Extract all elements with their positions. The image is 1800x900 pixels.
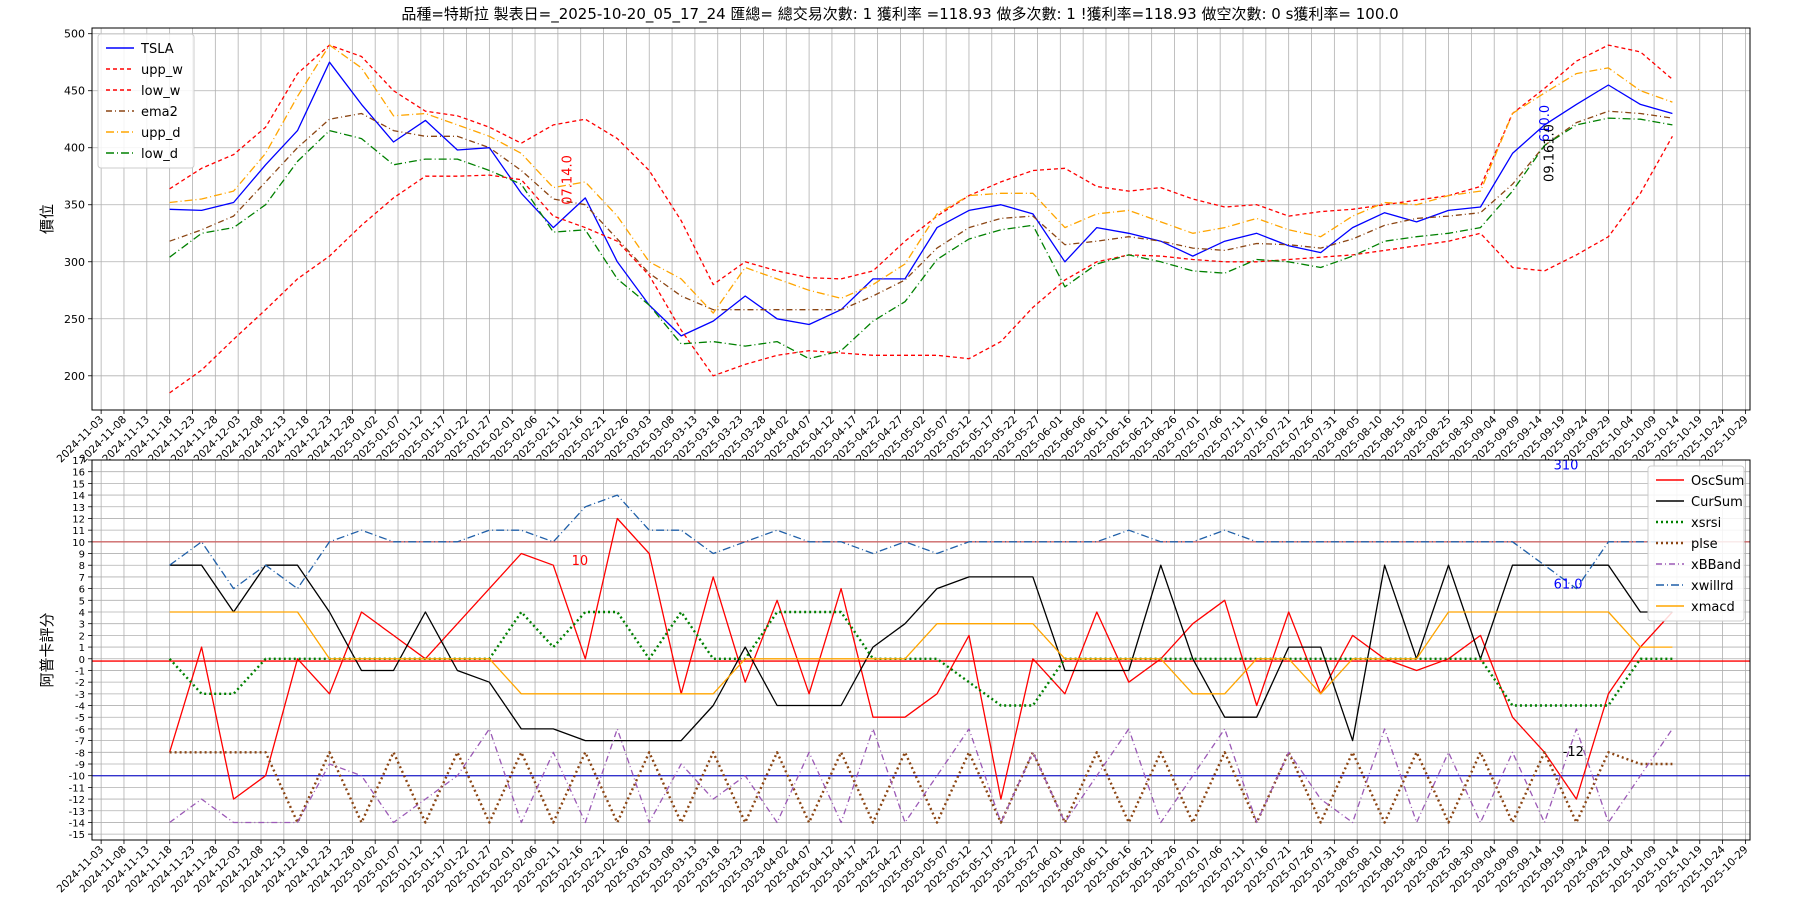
y-tick-label: 14 <box>72 491 85 502</box>
y-tick-label: -8 <box>75 748 85 759</box>
y-tick-label: -13 <box>69 807 85 818</box>
y-tick-label: -5 <box>75 713 85 724</box>
price-panel: 2002503003504004505002024-11-032024-11-0… <box>38 27 1751 465</box>
series-line-cursum <box>169 564 1673 742</box>
legend-label: upp_d <box>141 126 181 141</box>
y-tick-label: 16 <box>72 468 85 479</box>
y-tick-label: 12 <box>72 514 85 525</box>
annotation-label: 310 <box>1554 458 1579 473</box>
legend-label: low_d <box>141 147 178 162</box>
y-tick-label: -3 <box>75 690 85 701</box>
series-line-tsla <box>169 61 1673 337</box>
series-line-low-w <box>169 135 1673 394</box>
y-axis-label: 阿普卡評分 <box>38 612 56 687</box>
y-tick-label: -12 <box>69 795 85 806</box>
y-tick-label: -14 <box>69 818 85 829</box>
legend-label: xBBand <box>1691 558 1741 573</box>
y-tick-label: 10 <box>72 538 85 549</box>
annotation-label: 10 <box>572 554 589 569</box>
y-tick-label: 8 <box>79 561 85 572</box>
y-tick-label: 5 <box>79 596 85 607</box>
y-tick-label: 500 <box>64 28 85 41</box>
legend-label: OscSum <box>1691 474 1744 489</box>
y-tick-label: 9 <box>79 550 85 561</box>
legend-label: ema2 <box>141 105 178 120</box>
y-tick-label: -9 <box>75 760 85 771</box>
y-tick-label: 200 <box>64 370 85 383</box>
legend-label: xwillrd <box>1691 579 1734 594</box>
y-tick-label: 6 <box>79 585 85 596</box>
series-line-low-d <box>169 117 1673 360</box>
y-axis-label: 價位 <box>38 204 56 234</box>
y-tick-label: 15 <box>72 479 85 490</box>
y-tick-label: 11 <box>72 526 85 537</box>
annotation-label: 61.0 <box>1554 578 1583 593</box>
series-line-xmacd <box>169 611 1673 695</box>
annotation-label: -12 <box>1563 745 1584 760</box>
score-panel: -15-14-13-12-11-10-9-8-7-6-5-4-3-2-10123… <box>38 456 1751 895</box>
y-tick-label: -7 <box>75 737 85 748</box>
chart-title: 品種=特斯拉 製表日=_2025-10-20_05_17_24 匯總= 總交易次… <box>401 5 1398 24</box>
legend-label: xmacd <box>1691 600 1735 615</box>
plot-area <box>92 460 1750 840</box>
series-line-plse <box>169 751 1673 824</box>
y-tick-label: 3 <box>79 620 85 631</box>
legend-label: CurSum <box>1691 495 1743 510</box>
plot-area <box>92 28 1750 410</box>
legend: OscSum CurSum xsrsi plse xBBand xwillrd xmacd <box>1647 465 1745 622</box>
legend-label: low_w <box>141 84 181 99</box>
plot-frame <box>91 27 1751 411</box>
y-tick-label: 1 <box>79 643 85 654</box>
y-tick-label: -15 <box>69 830 85 841</box>
series-line-ema2 <box>169 110 1673 311</box>
series-line-upp-w <box>169 44 1673 286</box>
legend-box <box>1647 465 1745 622</box>
y-tick-label: 7 <box>79 573 85 584</box>
y-tick-label: -1 <box>75 666 85 677</box>
y-tick-label: -6 <box>75 725 85 736</box>
y-tick-label: 450 <box>64 85 85 98</box>
y-tick-label: 250 <box>64 313 85 326</box>
series-line-upp-d <box>169 44 1673 314</box>
legend-label: plse <box>1691 537 1718 552</box>
legend-label: xsrsi <box>1691 516 1721 531</box>
legend-label: TSLA <box>140 42 174 57</box>
legend-box <box>97 33 195 169</box>
y-tick-label: 300 <box>64 256 85 269</box>
y-tick-label: 2 <box>79 631 85 642</box>
y-tick-label: -10 <box>69 772 85 783</box>
annotation-label: 09.161.0 <box>1543 124 1558 182</box>
series-line-xwillrd <box>169 494 1673 590</box>
legend-label: upp_w <box>141 63 183 78</box>
y-tick-label: -2 <box>75 678 85 689</box>
y-tick-label: 17 <box>72 456 85 467</box>
y-tick-label: 4 <box>79 608 85 619</box>
y-tick-label: 13 <box>72 503 85 514</box>
annotation-label: 610.0 <box>1538 105 1553 142</box>
y-tick-label: 0 <box>79 655 85 666</box>
series-line-oscsum <box>168 517 1673 800</box>
y-tick-label: 350 <box>64 199 85 212</box>
series-line-xbband <box>169 728 1673 824</box>
legend: TSLA upp_w low_w ema2 upp_d low_d <box>97 33 195 169</box>
annotation-label: 07.14.0 <box>561 155 576 205</box>
y-tick-label: -4 <box>75 702 85 713</box>
y-tick-label: -11 <box>69 783 85 794</box>
plot-frame <box>91 459 1751 841</box>
y-tick-label: 400 <box>64 142 85 155</box>
